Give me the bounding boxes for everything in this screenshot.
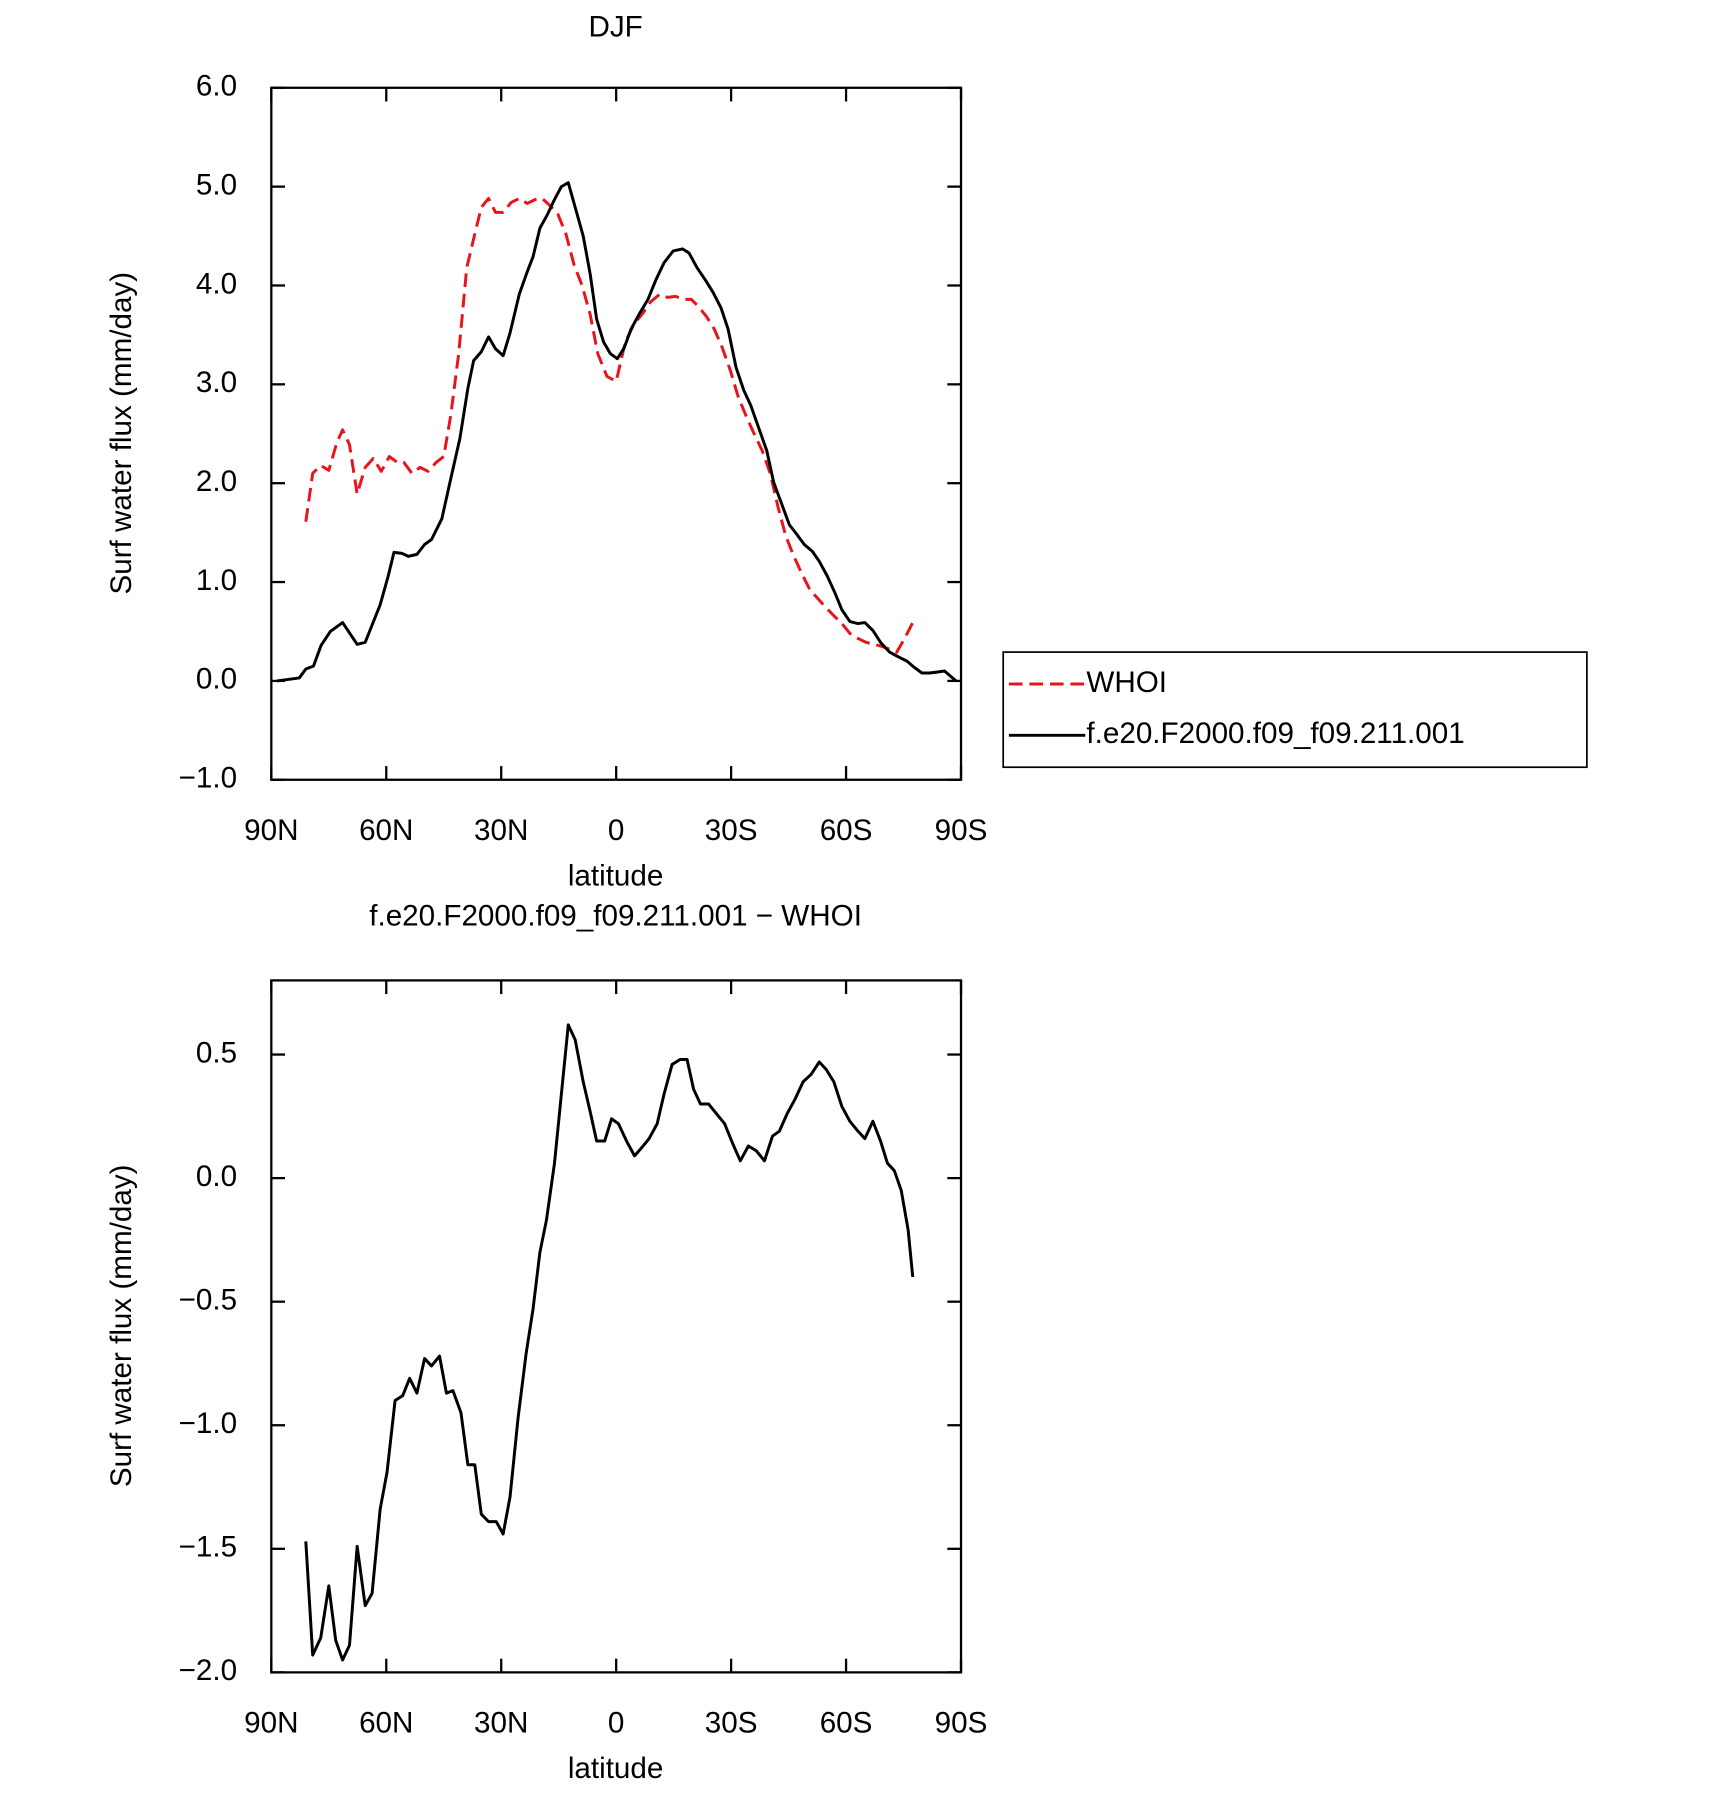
x-tick-label: 90S [935, 1707, 988, 1740]
y-tick-label: 1.0 [196, 564, 237, 597]
legend-label: f.e20.F2000.f09_f09.211.001 [1086, 717, 1464, 750]
legend-box [1002, 651, 1588, 769]
x-tick-label: 60S [820, 814, 873, 847]
x-axis-label: latitude [568, 1752, 664, 1785]
series-line [276, 181, 958, 683]
x-tick-label: 60N [359, 1707, 413, 1740]
x-tick-label: 90S [935, 814, 988, 847]
y-tick-label: −0.5 [179, 1284, 237, 1317]
x-tick-label: 0 [608, 1707, 624, 1740]
y-tick-label: 0.0 [196, 1160, 237, 1193]
y-tick-label: −1.0 [179, 762, 237, 795]
plot-frame [270, 86, 963, 781]
chart-title: f.e20.F2000.f09_f09.211.001 − WHOI [369, 900, 862, 933]
x-tick-label: 60S [820, 1707, 873, 1740]
y-tick-label: 0.5 [196, 1036, 237, 1069]
x-tick-label: 90N [244, 814, 298, 847]
y-tick-label: 5.0 [196, 168, 237, 201]
x-tick-label: 90N [244, 1707, 298, 1740]
y-tick-label: 2.0 [196, 465, 237, 498]
legend-label: WHOI [1086, 666, 1167, 699]
x-tick-label: 0 [608, 814, 624, 847]
y-tick-label: −2.0 [179, 1654, 237, 1687]
y-tick-label: 4.0 [196, 267, 237, 300]
y-axis-label: Surf water flux (mm/day) [105, 272, 138, 595]
series-line [304, 1023, 915, 1662]
y-tick-label: −1.5 [179, 1531, 237, 1564]
x-tick-label: 60N [359, 814, 413, 847]
x-tick-label: 30N [474, 814, 528, 847]
x-tick-label: 30S [705, 814, 758, 847]
chart-title: DJF [588, 10, 642, 43]
series-line [304, 197, 915, 654]
y-axis-label: Surf water flux (mm/day) [105, 1164, 138, 1487]
x-tick-label: 30N [474, 1707, 528, 1740]
y-tick-label: −1.0 [179, 1407, 237, 1440]
x-axis-label: latitude [568, 860, 664, 893]
y-tick-label: 3.0 [196, 366, 237, 399]
y-tick-label: 6.0 [196, 70, 237, 103]
x-tick-label: 30S [705, 1707, 758, 1740]
y-tick-label: 0.0 [196, 663, 237, 696]
